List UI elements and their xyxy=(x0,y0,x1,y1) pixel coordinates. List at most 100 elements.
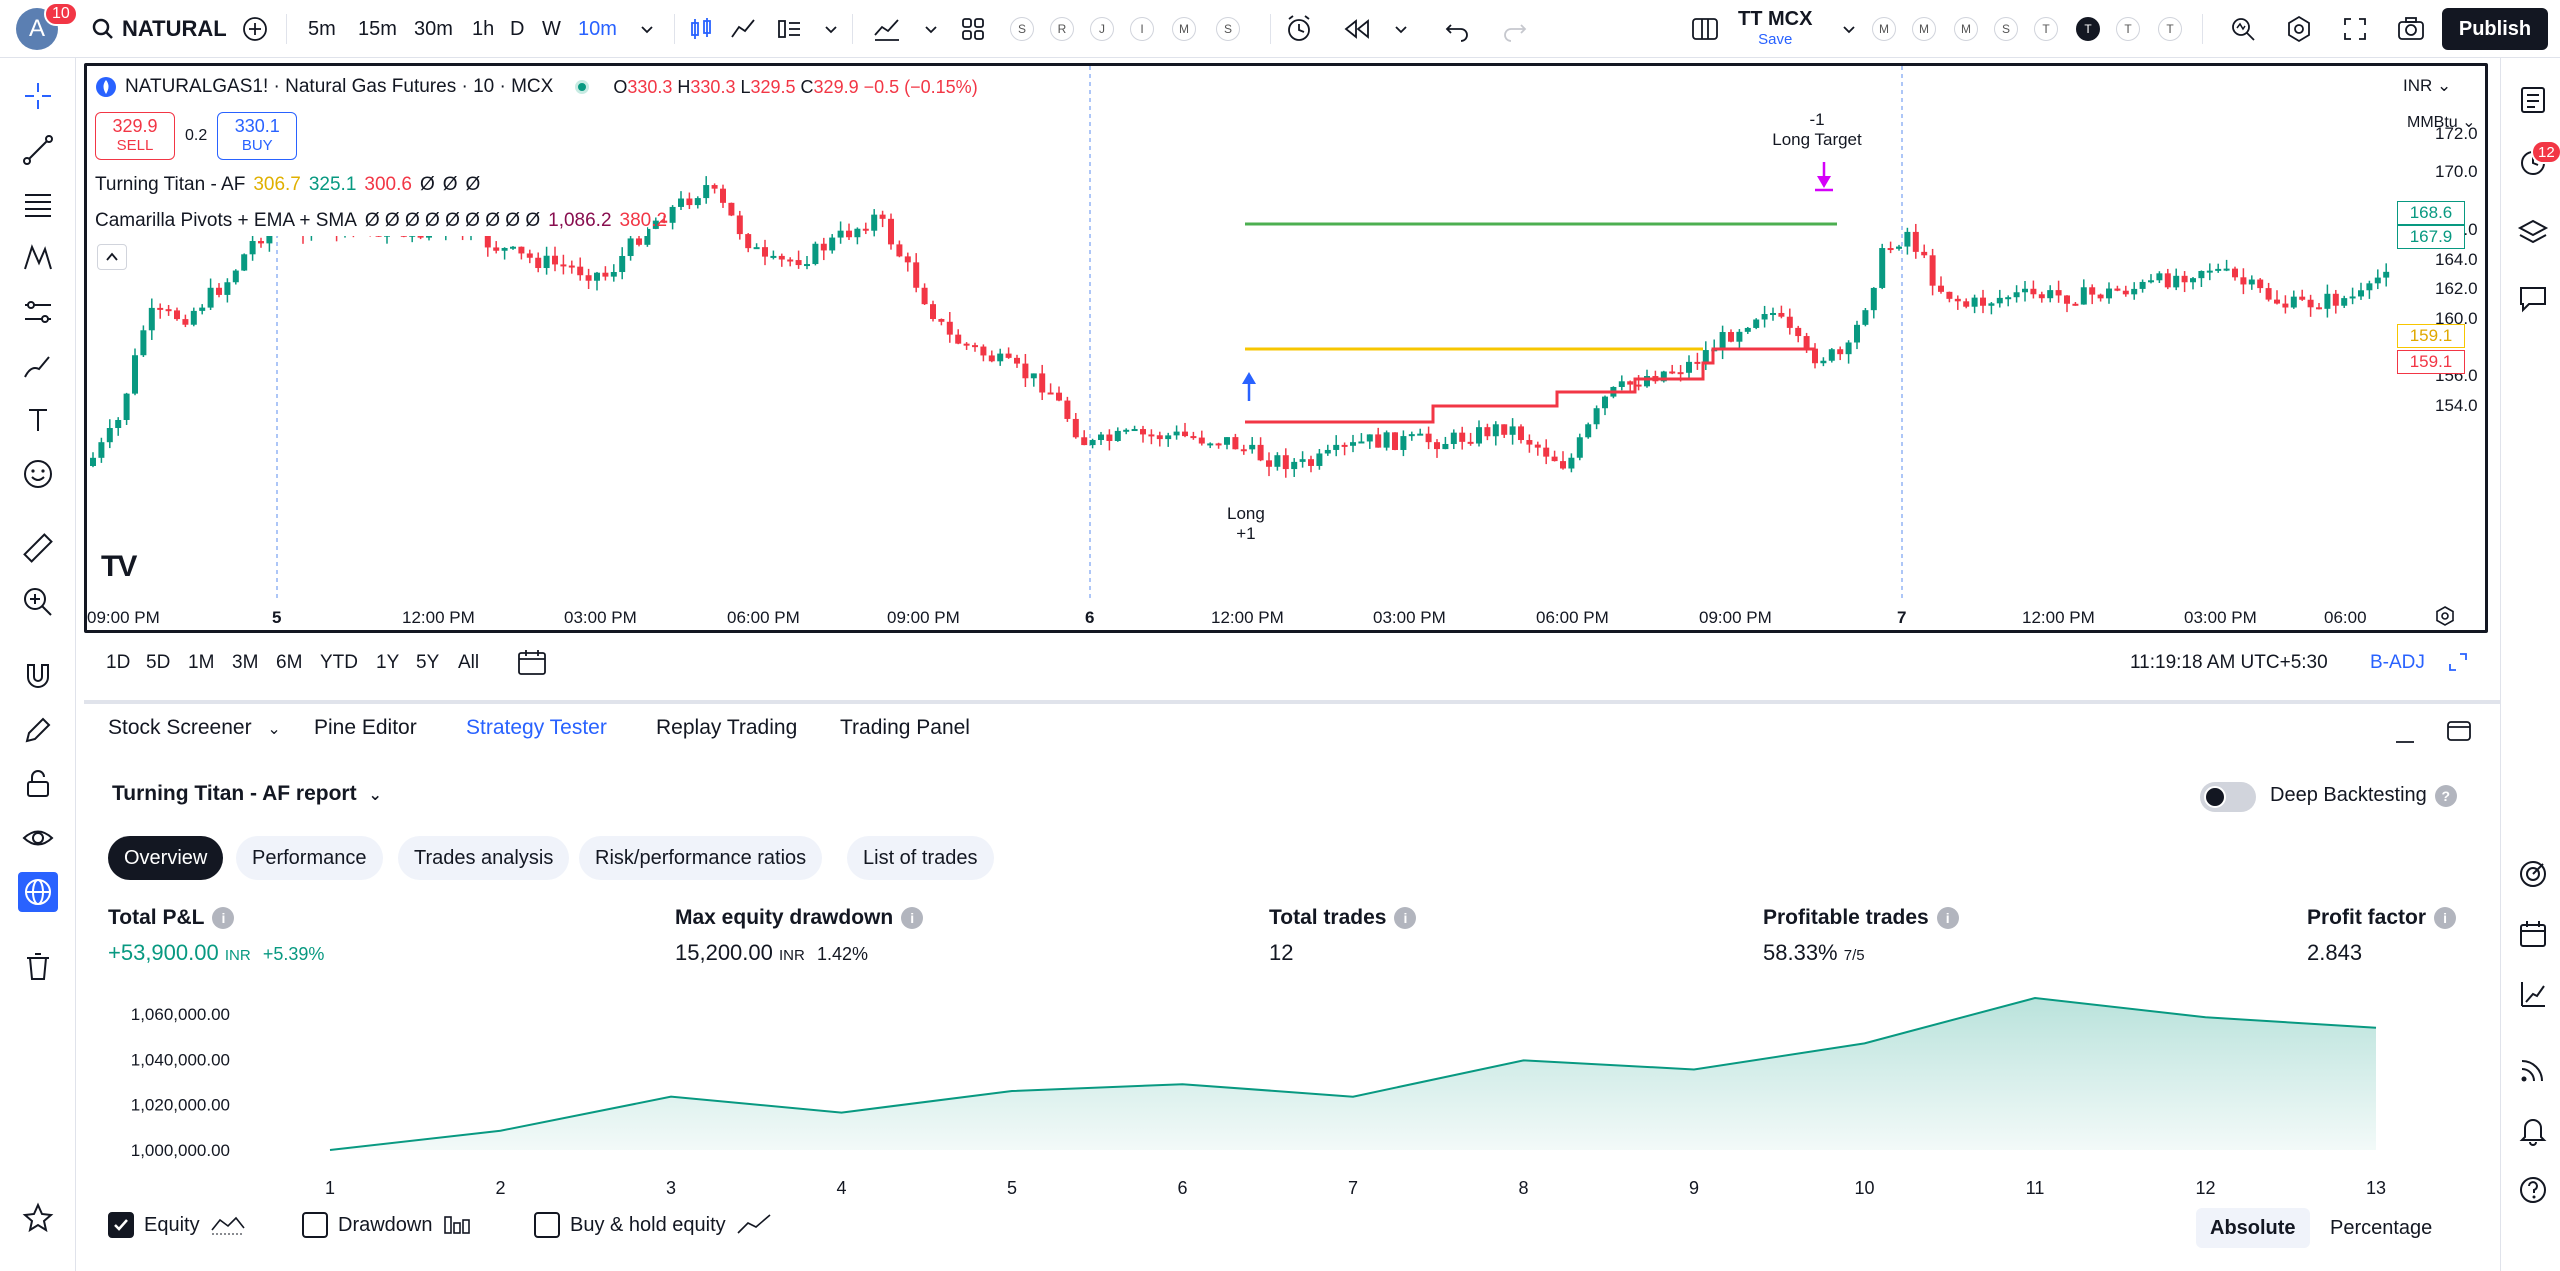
layout-name[interactable]: TT MCX Save xyxy=(1738,8,1812,48)
watchlist-icon[interactable] xyxy=(2515,82,2551,118)
eye-icon[interactable] xyxy=(18,818,58,858)
alert-clock-icon[interactable] xyxy=(1284,14,1314,44)
interval-5m[interactable]: 5m xyxy=(308,17,336,40)
redo-icon[interactable] xyxy=(1500,14,1530,44)
info-icon[interactable]: i xyxy=(1394,907,1417,929)
chart-style-icon[interactable] xyxy=(872,14,902,44)
indicator-legend-1[interactable]: Turning Titan - AF 306.7 325.1 300.6 Ø Ø… xyxy=(95,174,480,196)
minimize-panel-icon[interactable] xyxy=(2392,722,2418,753)
settings-gear-icon[interactable] xyxy=(2284,14,2314,44)
letter-button[interactable]: S xyxy=(1010,17,1034,41)
layers-icon[interactable] xyxy=(2515,214,2551,250)
bell-icon[interactable] xyxy=(2515,1112,2551,1148)
drawdown-option[interactable]: Drawdown xyxy=(302,1212,472,1238)
letter-button[interactable]: T xyxy=(2116,17,2140,41)
forecast-icon[interactable] xyxy=(18,292,58,332)
deep-backtesting-toggle[interactable] xyxy=(2200,782,2256,812)
symbol-legend[interactable]: NATURALGAS1! · Natural Gas Futures · 10 … xyxy=(95,76,978,98)
range-5d[interactable]: 5D xyxy=(146,652,171,673)
range-ytd[interactable]: YTD xyxy=(320,652,358,673)
publish-button[interactable]: Publish xyxy=(2442,8,2548,50)
axis-settings-icon[interactable] xyxy=(2433,604,2457,630)
interval-15m[interactable]: 15m xyxy=(358,17,397,40)
candlestick-plot[interactable] xyxy=(87,66,2397,633)
tab-stock-screener[interactable]: Stock Screener ⌄ xyxy=(108,716,281,740)
fullscreen-icon[interactable] xyxy=(2340,14,2370,44)
emoji-icon[interactable] xyxy=(18,454,58,494)
pattern-icon[interactable] xyxy=(18,238,58,278)
letter-button[interactable]: J xyxy=(1090,17,1114,41)
compare-add-icon[interactable] xyxy=(240,14,270,44)
letter-button[interactable]: T xyxy=(2034,17,2058,41)
letter-button[interactable]: R xyxy=(1050,17,1074,41)
interval-w[interactable]: W xyxy=(542,17,561,40)
letter-button[interactable]: T xyxy=(2158,17,2182,41)
chevron-down-icon[interactable] xyxy=(1386,14,1416,44)
time-axis[interactable]: 09:00 PM 5 12:00 PM 03:00 PM 06:00 PM 09:00 P… xyxy=(87,602,2397,630)
letter-button[interactable]: M xyxy=(1954,17,1978,41)
letter-button[interactable]: I xyxy=(1130,17,1154,41)
drawdown-checkbox[interactable] xyxy=(302,1212,328,1238)
tab-replay-trading[interactable]: Replay Trading xyxy=(656,716,798,739)
adjustment-toggle[interactable]: B-ADJ xyxy=(2370,652,2425,673)
range-6m[interactable]: 6M xyxy=(276,652,303,673)
fib-lines-icon[interactable] xyxy=(18,184,58,224)
letter-button[interactable]: S xyxy=(1216,17,1240,41)
layout-save-label[interactable]: Save xyxy=(1758,31,1793,48)
equity-option[interactable]: Equity xyxy=(108,1212,246,1238)
currency-selector[interactable]: INR ⌄ xyxy=(2403,76,2452,95)
equity-chart[interactable]: 1,000,000.00 1,020,000.00 1,040,000.00 1,06… xyxy=(84,990,2500,1210)
broadcast-icon[interactable] xyxy=(2515,1052,2551,1088)
tab-pine-editor[interactable]: Pine Editor xyxy=(314,716,417,739)
range-all[interactable]: All xyxy=(458,652,480,673)
range-1d[interactable]: 1D xyxy=(106,652,131,673)
letter-button[interactable]: M xyxy=(1912,17,1936,41)
replay-icon[interactable] xyxy=(1342,14,1372,44)
trend-line-icon[interactable] xyxy=(18,130,58,170)
interval-30m[interactable]: 30m xyxy=(414,17,453,40)
subtab-list-of-trades[interactable]: List of trades xyxy=(847,836,994,880)
indicators-icon[interactable] xyxy=(774,14,804,44)
pencil-lock-icon[interactable] xyxy=(18,710,58,750)
sidebar-panel-icon[interactable] xyxy=(1690,14,1720,44)
tab-trading-panel[interactable]: Trading Panel xyxy=(840,716,970,739)
tab-strategy-tester[interactable]: Strategy Tester xyxy=(466,716,607,739)
subtab-risk-ratios[interactable]: Risk/performance ratios xyxy=(579,836,823,880)
price-axis[interactable]: 172.0170.0166.0164.0162.0160.0156.0154.0… xyxy=(2397,66,2485,630)
maximize-panel-icon[interactable] xyxy=(2444,716,2474,751)
price-chart[interactable]: NATURALGAS1! · Natural Gas Futures · 10 … xyxy=(84,63,2488,633)
globe-icon[interactable] xyxy=(18,872,58,912)
chevron-down-icon[interactable] xyxy=(1834,14,1864,44)
indicator-legend-2[interactable]: Camarilla Pivots + EMA + SMA Ø Ø Ø Ø Ø Ø… xyxy=(95,210,667,232)
pine-icon[interactable] xyxy=(2515,976,2551,1012)
target-icon[interactable] xyxy=(2515,856,2551,892)
collapse-legend-button[interactable] xyxy=(97,244,127,270)
help-icon[interactable] xyxy=(2515,1172,2551,1208)
interval-d[interactable]: D xyxy=(510,17,525,40)
subtab-overview[interactable]: Overview xyxy=(108,836,224,880)
ruler-icon[interactable] xyxy=(18,528,58,568)
maximize-chart-icon[interactable] xyxy=(2446,650,2470,679)
interval-1h[interactable]: 1h xyxy=(472,17,495,40)
subtab-trades-analysis[interactable]: Trades analysis xyxy=(398,836,570,880)
chat-icon[interactable] xyxy=(2515,280,2551,316)
chevron-down-icon[interactable] xyxy=(632,14,662,44)
calendar-icon[interactable] xyxy=(2515,916,2551,952)
range-1m[interactable]: 1M xyxy=(188,652,215,673)
letter-button-active[interactable]: T xyxy=(2076,17,2100,41)
equity-checkbox[interactable] xyxy=(108,1212,134,1238)
info-icon[interactable]: ? xyxy=(2434,784,2457,807)
goto-date-icon[interactable] xyxy=(516,648,548,683)
absolute-toggle[interactable]: Absolute xyxy=(2196,1208,2310,1248)
star-icon[interactable] xyxy=(18,1198,58,1238)
letter-button[interactable]: S xyxy=(1994,17,2018,41)
zoom-icon[interactable] xyxy=(18,582,58,622)
lock-icon[interactable] xyxy=(18,764,58,804)
undo-icon[interactable] xyxy=(1442,14,1472,44)
buy-hold-checkbox[interactable] xyxy=(534,1212,560,1238)
quick-search-icon[interactable] xyxy=(2228,14,2258,44)
text-tool-icon[interactable] xyxy=(18,400,58,440)
info-icon[interactable]: i xyxy=(212,907,235,929)
range-1y[interactable]: 1Y xyxy=(376,652,400,673)
range-5y[interactable]: 5Y xyxy=(416,652,440,673)
